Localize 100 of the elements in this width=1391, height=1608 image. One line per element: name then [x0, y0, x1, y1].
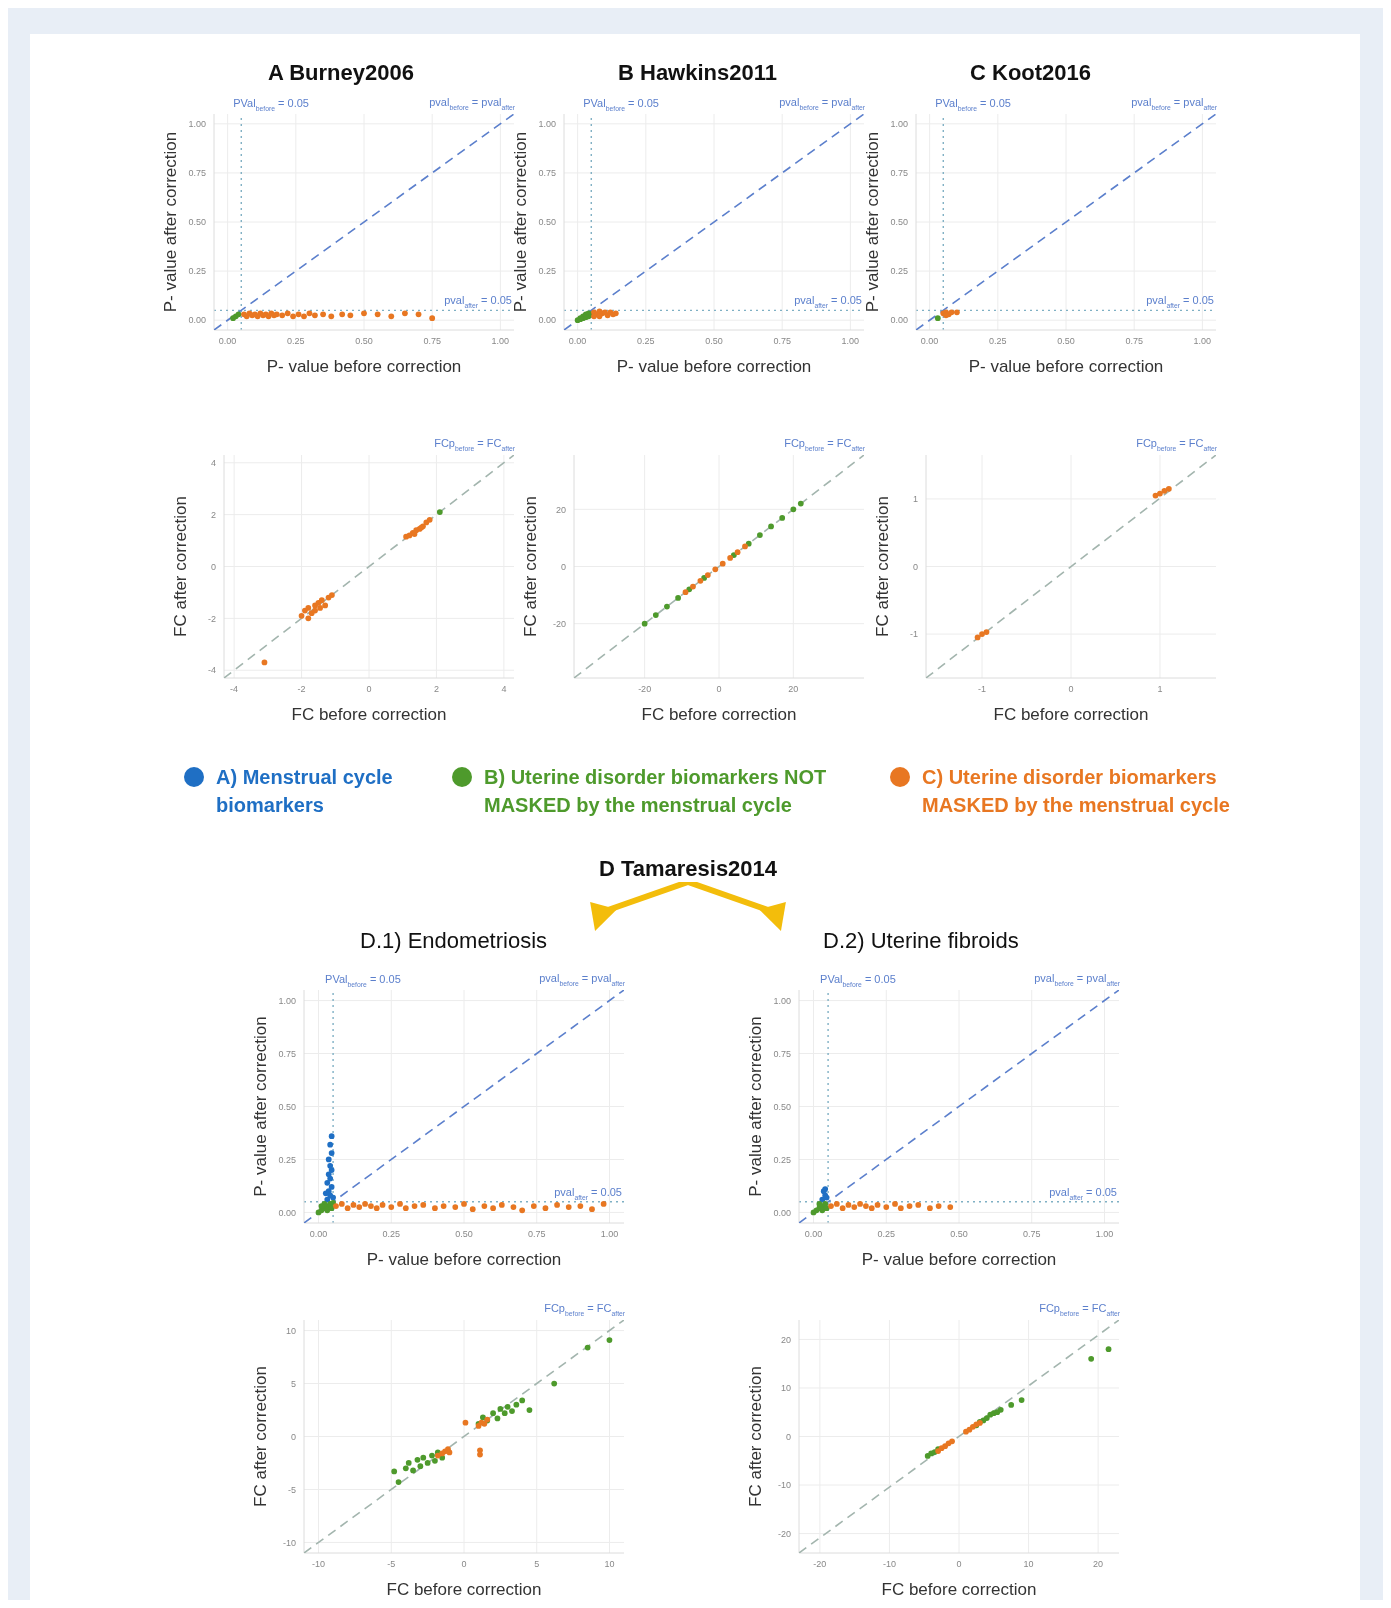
series-label: pval$_{before}$ = pval$_{after}$ — [429, 96, 516, 111]
y-tick-label: 1 — [912, 494, 918, 505]
y-axis-title: P- value after correction — [161, 131, 181, 313]
x-tick-label: 20 — [1093, 1559, 1104, 1570]
x-tick-label: 0 — [716, 684, 722, 695]
x-axis-title: P- value before correction — [366, 1250, 562, 1269]
ref-line-label: pval$_{after}$ = 0.05 — [444, 294, 512, 309]
x-tick-label: -1 — [978, 684, 987, 695]
ref-line-label: PVal$_{before}$ = 0.05 — [935, 97, 1011, 112]
x-tick-label: -2 — [297, 684, 306, 695]
ref-line-label: PVal$_{before}$ = 0.05 — [233, 97, 309, 112]
x-tick-label: -5 — [387, 1559, 396, 1570]
chart-title: D.2) Uterine fibroids — [822, 928, 1020, 955]
y-tick-label: 0 — [560, 561, 566, 572]
series-label: FCp$_{before}$ = FC$_{after}$ — [544, 1302, 626, 1317]
y-tick-label: 0.50 — [538, 217, 556, 228]
y-tick-label: 1.00 — [890, 119, 908, 130]
x-tick-label: 20 — [788, 684, 799, 695]
y-tick-label: 0.00 — [890, 315, 908, 326]
category-label: A) Menstrual cycle biomarkers — [216, 765, 394, 818]
y-tick-label: 0 — [912, 561, 918, 572]
y-tick-label: -1 — [909, 629, 918, 640]
y-tick-label: -10 — [282, 1537, 296, 1548]
series-label: FCp$_{before}$ = FC$_{after}$ — [1039, 1302, 1121, 1317]
y-tick-label: 0.00 — [773, 1207, 791, 1218]
y-tick-label: 0.75 — [890, 168, 908, 179]
y-tick-label: 0.50 — [278, 1101, 296, 1112]
series-label: FCp$_{before}$ = FC$_{after}$ — [434, 437, 516, 452]
chart-title: D.1) Endometriosis — [359, 928, 549, 955]
y-axis-title: FC after correction — [521, 496, 541, 637]
y-tick-label: 0.00 — [538, 315, 556, 326]
x-tick-label: -4 — [230, 684, 239, 695]
y-tick-label: -10 — [777, 1480, 791, 1491]
x-tick-label: 4 — [501, 684, 507, 695]
x-tick-label: 0.75 — [527, 1229, 546, 1240]
x-tick-label: 0 — [461, 1559, 467, 1570]
x-tick-label: 0 — [956, 1559, 962, 1570]
category-label: C) Uterine disorder biomarkers MASKED by the menstrual cycle — [922, 765, 1231, 818]
x-tick-label: 0.75 — [1022, 1229, 1041, 1240]
chart-title: C Koot2016 — [969, 60, 1093, 87]
x-tick-label: 1.00 — [1095, 1229, 1114, 1240]
y-axis-title: P- value after correction — [511, 131, 531, 313]
x-tick-label: -10 — [882, 1559, 896, 1570]
y-tick-label: 1.00 — [538, 119, 556, 130]
y-tick-label: 0.25 — [890, 266, 908, 277]
y-tick-label: 0.25 — [188, 266, 206, 277]
x-tick-label: 10 — [1023, 1559, 1034, 1570]
y-axis-title: FC after correction — [873, 496, 893, 637]
x-tick-label: 0.50 — [455, 1229, 473, 1240]
ref-line-label: pval$_{after}$ = 0.05 — [1146, 294, 1214, 309]
x-tick-label: 0.50 — [950, 1229, 968, 1240]
x-tick-label: 0.00 — [920, 336, 939, 347]
category-label: B) Uterine disorder biomarkers NOT MASKED by the menstrual cycle — [484, 765, 828, 818]
x-axis-title: P- value before correction — [616, 357, 812, 376]
y-axis-title: FC after correction — [251, 1366, 271, 1507]
y-tick-label: 10 — [285, 1325, 296, 1336]
y-tick-label: -20 — [777, 1528, 791, 1539]
y-tick-label: 4 — [210, 457, 216, 468]
chart-title: B Hawkins2011 — [617, 60, 778, 87]
y-tick-label: 0.75 — [188, 168, 206, 179]
y-tick-label: 1.00 — [278, 995, 296, 1006]
x-tick-label: 0.50 — [355, 336, 373, 347]
x-tick-label: 1.00 — [491, 336, 510, 347]
ref-line-label: PVal$_{before}$ = 0.05 — [325, 973, 401, 988]
x-tick-label: 0.00 — [568, 336, 587, 347]
y-tick-label: 0.25 — [773, 1154, 791, 1165]
y-axis-title: P- value after correction — [251, 1016, 271, 1197]
y-tick-label: 2 — [210, 509, 216, 520]
x-tick-label: 0.25 — [382, 1229, 401, 1240]
y-tick-label: 0 — [290, 1431, 296, 1442]
y-tick-label: 5 — [290, 1378, 296, 1389]
y-tick-label: 0.50 — [773, 1101, 791, 1112]
x-axis-title: FC before correction — [881, 1580, 1037, 1599]
x-tick-label: 0.25 — [989, 336, 1007, 347]
x-tick-label: 0.25 — [877, 1229, 896, 1240]
x-tick-label: 0.00 — [309, 1229, 328, 1240]
y-tick-label: 0.25 — [278, 1154, 296, 1165]
series-label: pval$_{before}$ = pval$_{after}$ — [1131, 96, 1218, 111]
x-axis-title: FC before correction — [386, 1580, 542, 1599]
y-axis-title: P- value after correction — [746, 1016, 766, 1197]
series-label: pval$_{before}$ = pval$_{after}$ — [779, 96, 866, 111]
ref-line-label: pval$_{after}$ = 0.05 — [794, 294, 862, 309]
x-axis-title: P- value before correction — [266, 357, 462, 376]
x-tick-label: 1.00 — [841, 336, 860, 347]
y-tick-label: 0.75 — [278, 1048, 296, 1059]
x-axis-title: FC before correction — [993, 705, 1149, 724]
y-tick-label: 10 — [780, 1383, 791, 1394]
x-tick-label: -20 — [813, 1559, 827, 1570]
text: D Tamaresis2014 — [597, 856, 779, 882]
ref-line-label: PVal$_{before}$ = 0.05 — [820, 973, 896, 988]
x-tick-label: 1 — [1157, 684, 1163, 695]
x-tick-label: 0.50 — [705, 336, 723, 347]
x-tick-label: 0 — [1068, 684, 1074, 695]
x-tick-label: -10 — [312, 1559, 326, 1570]
x-tick-label: 0.00 — [804, 1229, 823, 1240]
y-tick-label: 0.00 — [188, 315, 206, 326]
y-axis-title: FC after correction — [171, 496, 191, 637]
y-tick-label: 0 — [785, 1431, 791, 1442]
ref-line-label: pval$_{after}$ = 0.05 — [1049, 1185, 1117, 1201]
y-tick-label: 0.50 — [188, 217, 206, 228]
